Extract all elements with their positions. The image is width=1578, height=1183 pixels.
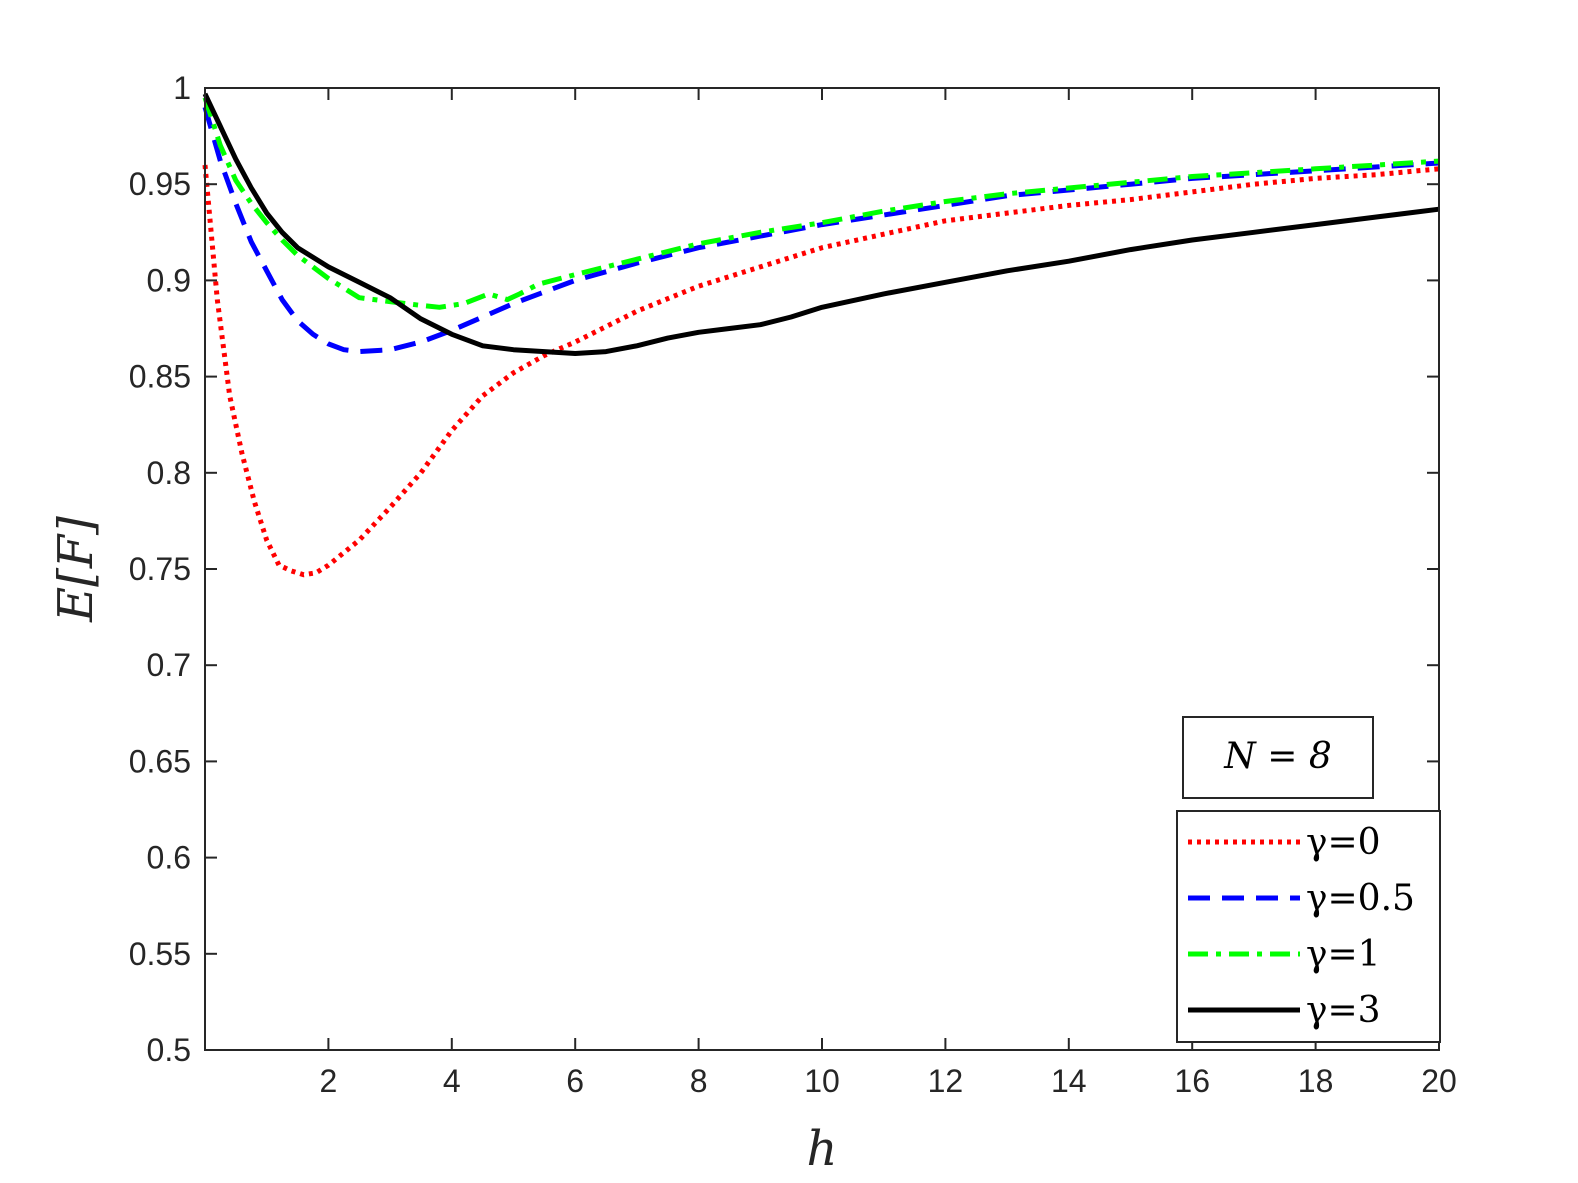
legend-label: γ=0 xyxy=(1306,822,1381,863)
series-line-2 xyxy=(202,96,1440,310)
y-tick-label: 0.9 xyxy=(147,262,191,298)
y-tick-label: 0.95 xyxy=(129,166,191,202)
x-axis-label: h xyxy=(807,1121,838,1177)
y-tick-label: 0.8 xyxy=(147,455,191,491)
legend-label: γ=3 xyxy=(1306,990,1381,1031)
x-tick-label: 2 xyxy=(320,1063,338,1099)
x-tick-label: 14 xyxy=(1051,1063,1087,1099)
legend-label: γ=1 xyxy=(1306,934,1381,975)
ticks-layer: 2 4 6 8 10 12 14 16 18 20 0.5 0.55 0.6 0.65 0.7 0.75 0.8… xyxy=(129,70,1457,1099)
x-tick-label: 4 xyxy=(443,1063,461,1099)
x-tick-label: 12 xyxy=(928,1063,964,1099)
y-tick-label: 0.85 xyxy=(129,359,191,395)
legend-frame xyxy=(1176,810,1441,1043)
x-tick-label: 18 xyxy=(1298,1063,1334,1099)
annotation-box: N = 8 xyxy=(1182,716,1374,799)
x-tick-label: 10 xyxy=(804,1063,840,1099)
y-tick-label: 0.6 xyxy=(147,840,191,876)
series-line-0 xyxy=(202,164,1440,578)
y-tick-label: 0.5 xyxy=(147,1032,191,1068)
x-tick-label: 6 xyxy=(566,1063,584,1099)
x-tick-label: 16 xyxy=(1174,1063,1210,1099)
x-tick-label: 20 xyxy=(1421,1063,1457,1099)
y-tick-label: 0.65 xyxy=(129,743,191,779)
legend-label: γ=0.5 xyxy=(1306,878,1415,919)
y-tick-label: 0.55 xyxy=(129,936,191,972)
y-axis-label: E[F] xyxy=(48,516,104,623)
y-tick-label: 0.75 xyxy=(129,551,191,587)
series-layer xyxy=(202,92,1440,578)
y-tick-label: 0.7 xyxy=(147,647,191,683)
y-tick-label: 1 xyxy=(173,70,191,106)
series-line-3 xyxy=(202,92,1440,356)
x-tick-label: 8 xyxy=(690,1063,708,1099)
annotation-text: N = 8 xyxy=(1223,736,1331,777)
legend: γ=0 γ=0.5 γ=1 γ=3 xyxy=(1176,810,1441,1043)
series-line-1 xyxy=(202,106,1440,355)
annotation-frame xyxy=(1182,716,1374,799)
